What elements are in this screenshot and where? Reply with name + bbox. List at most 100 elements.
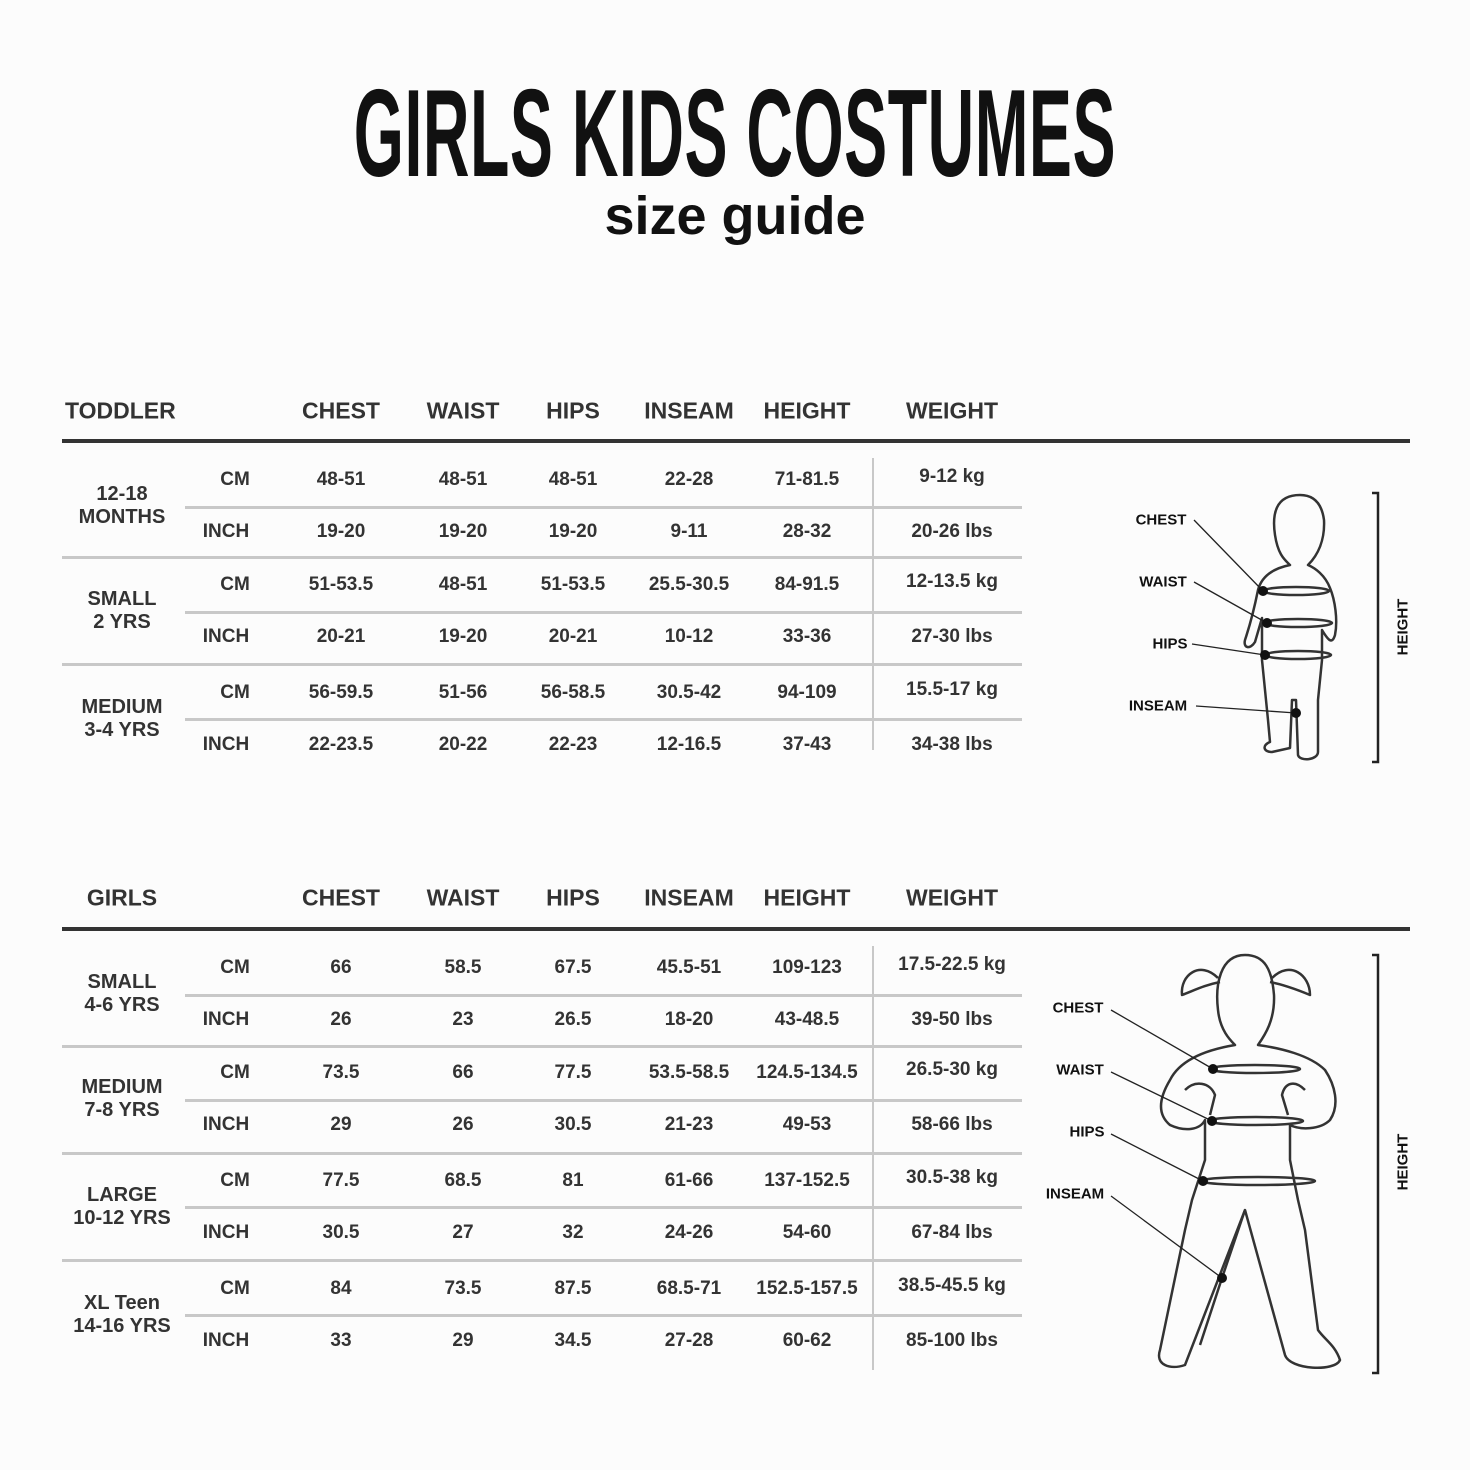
table-cell-cm: 66 [330, 957, 352, 978]
table-cell-cm: 66 [452, 1062, 474, 1083]
column-header: WAIST [426, 884, 500, 911]
table-cell-cm: 81 [562, 1170, 584, 1191]
table-cell-cm: 53.5-58.5 [648, 1062, 730, 1083]
table-cell-cm: 87.5 [554, 1278, 592, 1299]
column-header: HIPS [546, 397, 600, 424]
toddler-hips-label: HIPS [1152, 635, 1188, 653]
table-cell-inch: 19-20 [548, 521, 598, 542]
size-label-line: MEDIUM [81, 696, 163, 718]
table-cell-inch: 39-50 lbs [911, 1009, 993, 1030]
size-label: SMALL 2 YRS [88, 588, 157, 634]
row-divider [62, 1045, 1022, 1048]
column-header: CHEST [302, 884, 380, 911]
unit-label-inch: INCH [202, 1330, 250, 1351]
size-label-line: 14-16 YRS [73, 1315, 171, 1337]
unit-label-inch: INCH [202, 1222, 250, 1243]
toddler-chest-label: CHEST [1135, 511, 1187, 529]
unit-divider [185, 506, 1022, 509]
girl-inseam-label: INSEAM [1045, 1185, 1105, 1203]
table-heading: TODDLER [65, 397, 176, 424]
table-cell-cm: 45.5-51 [656, 957, 722, 978]
page-title: GIRLS KIDS COSTUMES [0, 72, 1470, 196]
unit-label-inch: INCH [202, 626, 250, 647]
table-cell-cm: 51-56 [438, 682, 488, 703]
table-cell-cm: 51-53.5 [308, 574, 374, 595]
weight-column-divider [872, 946, 874, 1370]
table-cell-cm: 73.5 [444, 1278, 482, 1299]
table-cell-cm: 68.5 [444, 1170, 482, 1191]
unit-label-cm: CM [220, 469, 250, 490]
unit-divider [185, 1314, 1022, 1317]
table-cell-cm: 56-59.5 [308, 682, 374, 703]
size-label-line: 7-8 YRS [84, 1099, 160, 1121]
table-cell-inch: 20-26 lbs [911, 521, 993, 542]
unit-label-cm: CM [220, 957, 250, 978]
table-cell-inch: 27-30 lbs [911, 626, 993, 647]
table-cell-inch: 60-62 [782, 1330, 832, 1351]
size-label-line: 12-18 [96, 483, 148, 505]
toddler-height-bracket [1372, 491, 1380, 764]
toddler-waist-label: WAIST [1139, 573, 1187, 591]
table-cell-cm: 67.5 [554, 957, 592, 978]
girl-height-label: HEIGHT [1394, 1133, 1412, 1191]
size-label: XL Teen 14-16 YRS [73, 1292, 170, 1338]
table-cell-inch: 27 [452, 1222, 474, 1243]
table-cell-inch: 23 [452, 1009, 474, 1030]
table-cell-cm: 48-51 [316, 469, 366, 490]
table-cell-cm: 84-91.5 [774, 574, 840, 595]
unit-divider [185, 718, 1022, 721]
table-cell-inch: 9-11 [670, 521, 708, 542]
table-cell-inch: 34-38 lbs [911, 734, 993, 755]
table-cell-inch: 22-23.5 [308, 734, 374, 755]
table-cell-cm: 38.5-45.5 kg [898, 1275, 1006, 1296]
size-label: MEDIUM 3-4 YRS [81, 696, 162, 742]
table-cell-inch: 18-20 [664, 1009, 714, 1030]
size-label-line: XL Teen [84, 1292, 160, 1314]
table-cell-inch: 49-53 [782, 1114, 832, 1135]
girl-height-bracket [1372, 953, 1380, 1375]
table-cell-cm: 77.5 [554, 1062, 592, 1083]
header-rule [62, 927, 1410, 931]
table-cell-inch: 67-84 lbs [911, 1222, 993, 1243]
table-cell-cm: 9-12 kg [919, 466, 985, 487]
table-cell-inch: 32 [562, 1222, 584, 1243]
table-cell-cm: 22-28 [664, 469, 714, 490]
row-divider [62, 663, 1022, 666]
girl-chest-label: CHEST [1052, 999, 1104, 1017]
size-label-line: SMALL [87, 588, 157, 610]
column-header: HEIGHT [763, 884, 851, 911]
unit-label-inch: INCH [202, 521, 250, 542]
girl-leader-lines [1110, 1009, 1223, 1279]
size-label-line: 3-4 YRS [84, 719, 160, 741]
size-label-line: 10-12 YRS [73, 1207, 171, 1229]
table-cell-cm: 12-13.5 kg [906, 571, 998, 592]
table-cell-inch: 10-12 [664, 626, 714, 647]
table-cell-inch: 19-20 [438, 521, 488, 542]
column-header: INSEAM [644, 884, 734, 911]
table-cell-cm: 109-123 [772, 957, 842, 978]
table-cell-inch: 30.5 [554, 1114, 592, 1135]
table-cell-cm: 26.5-30 kg [906, 1059, 998, 1080]
size-label: 12-18 MONTHS [79, 483, 166, 529]
unit-divider [185, 611, 1022, 614]
column-header: INSEAM [644, 397, 734, 424]
girl-figure-icon [1157, 953, 1342, 1370]
table-cell-cm: 94-109 [777, 682, 837, 703]
table-cell-cm: 48-51 [438, 574, 488, 595]
unit-label-inch: INCH [202, 1009, 250, 1030]
table-cell-cm: 152.5-157.5 [756, 1278, 858, 1299]
table-cell-inch: 21-23 [664, 1114, 714, 1135]
unit-label-inch: INCH [202, 1114, 250, 1135]
table-cell-cm: 71-81.5 [774, 469, 840, 490]
table-heading: GIRLS [86, 884, 158, 911]
table-cell-inch: 58-66 lbs [911, 1114, 993, 1135]
table-cell-inch: 54-60 [782, 1222, 832, 1243]
girl-waist-label: WAIST [1056, 1061, 1104, 1079]
table-cell-inch: 20-21 [548, 626, 598, 647]
toddler-measure-dots [1258, 586, 1301, 718]
table-cell-cm: 51-53.5 [540, 574, 606, 595]
table-cell-cm: 48-51 [438, 469, 488, 490]
table-cell-inch: 28-32 [782, 521, 832, 542]
column-header: WAIST [426, 397, 500, 424]
table-cell-inch: 24-26 [664, 1222, 714, 1243]
